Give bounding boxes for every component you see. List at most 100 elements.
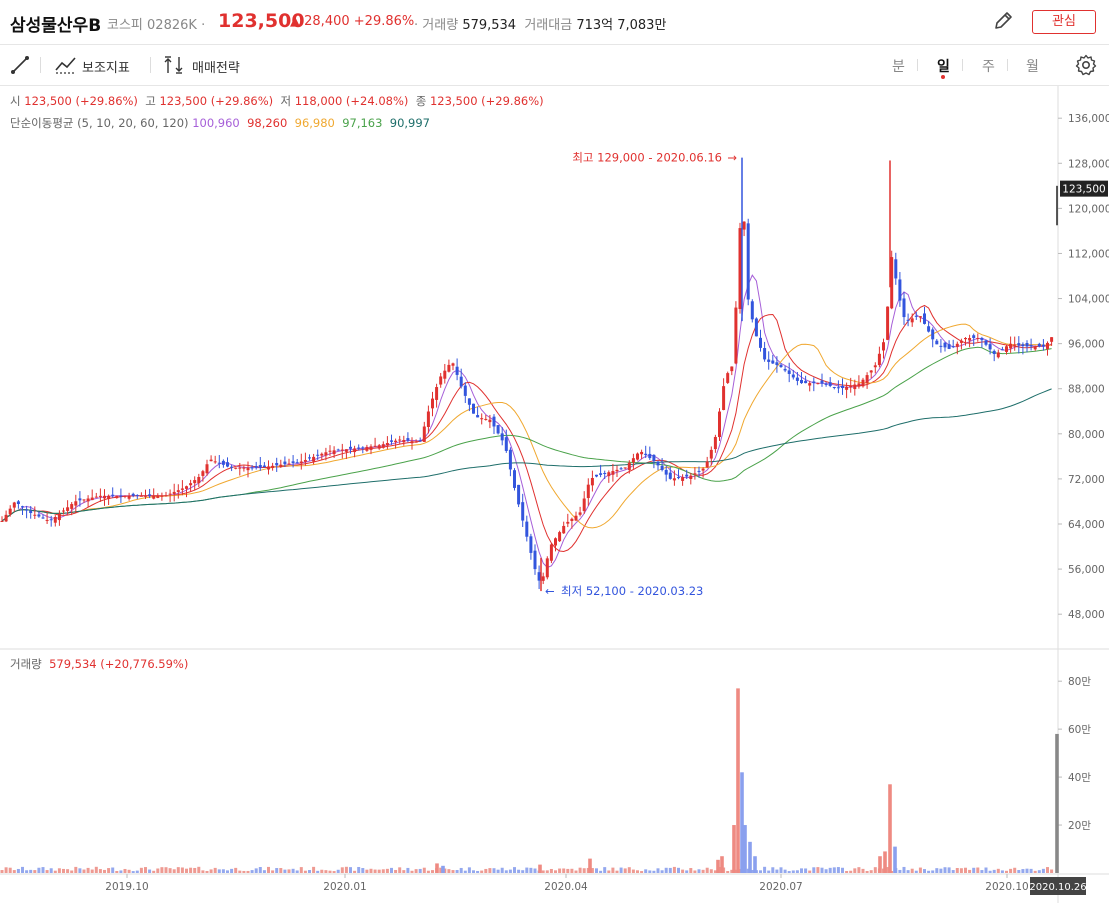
ma120-value: 90,997: [389, 116, 430, 130]
candle-body: [230, 466, 234, 468]
favorite-button[interactable]: 관심: [1032, 10, 1096, 34]
candle-body: [1050, 337, 1054, 342]
candle-body: [127, 495, 131, 499]
volume-bar: [709, 869, 713, 873]
price-tick-label: 80,000: [1068, 429, 1105, 441]
period-week[interactable]: 주: [982, 59, 995, 75]
volume-bar: [857, 867, 861, 873]
indicators-button[interactable]: 보조지표: [82, 61, 130, 76]
candle-body: [357, 447, 361, 449]
candle-body: [373, 445, 377, 447]
current-date-label: 2020.10.26: [1029, 882, 1086, 893]
volume-bar: [869, 870, 873, 873]
volume-bar: [685, 870, 689, 873]
candle-body: [857, 383, 861, 387]
volume-bar: [361, 868, 365, 873]
volume-bar: [611, 867, 615, 873]
candle-body: [533, 550, 537, 570]
candle-body: [808, 383, 812, 386]
volume-bar: [164, 867, 168, 873]
separator-dot-2: ·: [414, 18, 419, 33]
volume-bar: [209, 869, 213, 873]
candle-body: [939, 345, 943, 347]
volume-bar: [980, 870, 984, 873]
volume-bar: [902, 866, 906, 873]
volume-bar: [849, 870, 853, 873]
draw-line-icon[interactable]: [10, 55, 30, 75]
candle-body: [90, 497, 94, 501]
candle-body: [529, 536, 533, 553]
candle-body: [1017, 343, 1021, 346]
candle-body: [332, 450, 336, 455]
candle-body: [800, 379, 803, 384]
volume-bar: [750, 869, 754, 873]
candle-body: [959, 340, 963, 343]
candle-body: [254, 466, 258, 468]
period-month[interactable]: 월: [1026, 59, 1039, 75]
candle-body: [636, 453, 639, 460]
period-day[interactable]: 일: [937, 59, 950, 75]
volume-bar: [111, 867, 115, 873]
volume-bar: [943, 867, 947, 873]
candle-body: [697, 470, 701, 472]
candle-body: [976, 338, 980, 339]
candle-body: [369, 446, 373, 450]
candle-body: [205, 464, 209, 474]
candle-body: [750, 301, 754, 320]
volume-bar: [1009, 868, 1013, 873]
volume-bar: [590, 868, 594, 873]
candle-body: [685, 474, 689, 477]
candle-body: [443, 370, 447, 379]
volume-bar: [25, 870, 29, 873]
candle-body: [500, 433, 504, 441]
candle-body: [836, 387, 840, 389]
candle-body: [41, 517, 45, 519]
volume-bar: [804, 868, 808, 873]
ma20-line: [1, 323, 1052, 529]
candle-body: [849, 385, 853, 388]
volume-spike-bar: [740, 772, 744, 873]
gear-icon[interactable]: [1075, 54, 1097, 76]
strategy-button[interactable]: 매매전략: [192, 61, 240, 76]
volume-bar: [172, 869, 176, 873]
candle-body: [492, 416, 496, 427]
volume-bar: [12, 870, 16, 873]
ma20-value: 96,980: [294, 116, 335, 130]
volume-spike-bar: [878, 856, 882, 873]
ma120-line: [1, 388, 1052, 522]
candle-body: [677, 477, 680, 479]
volume-bar: [316, 870, 320, 873]
candle-body: [308, 457, 311, 459]
volume-bar: [820, 867, 824, 873]
candle-body: [107, 495, 111, 500]
candle-body: [480, 418, 484, 420]
candle-body: [795, 377, 799, 381]
current-date-box: [1030, 877, 1086, 895]
volume-bar: [935, 868, 939, 873]
volume-bar: [689, 868, 693, 873]
volume-bar: [545, 870, 549, 873]
candle-body: [595, 474, 598, 477]
candle-body: [29, 510, 33, 514]
volume-bar: [1000, 870, 1004, 873]
pencil-icon[interactable]: [992, 10, 1014, 32]
candle-body: [238, 467, 242, 469]
price-volume-chart[interactable]: 48,000 56,000 64,000 72,000 80,000 88,000 96,0…: [0, 86, 1109, 903]
candle-body: [722, 386, 726, 410]
candle-body: [713, 436, 717, 450]
candle-body: [418, 440, 422, 442]
volume-bar: [1033, 870, 1037, 873]
current-price-box: [1060, 180, 1108, 197]
volume-bar: [603, 867, 607, 873]
volume-bar: [33, 870, 37, 873]
candle-body: [197, 476, 201, 484]
volume-bar: [45, 870, 49, 873]
volume-bar: [0, 870, 4, 873]
volume-value: 579,534: [462, 18, 517, 33]
candle-body: [406, 438, 410, 441]
candle-body: [312, 456, 316, 462]
volume-bar: [439, 867, 443, 873]
candle-body: [590, 478, 594, 486]
period-minute[interactable]: 분: [892, 59, 905, 75]
candle-body: [898, 279, 902, 301]
